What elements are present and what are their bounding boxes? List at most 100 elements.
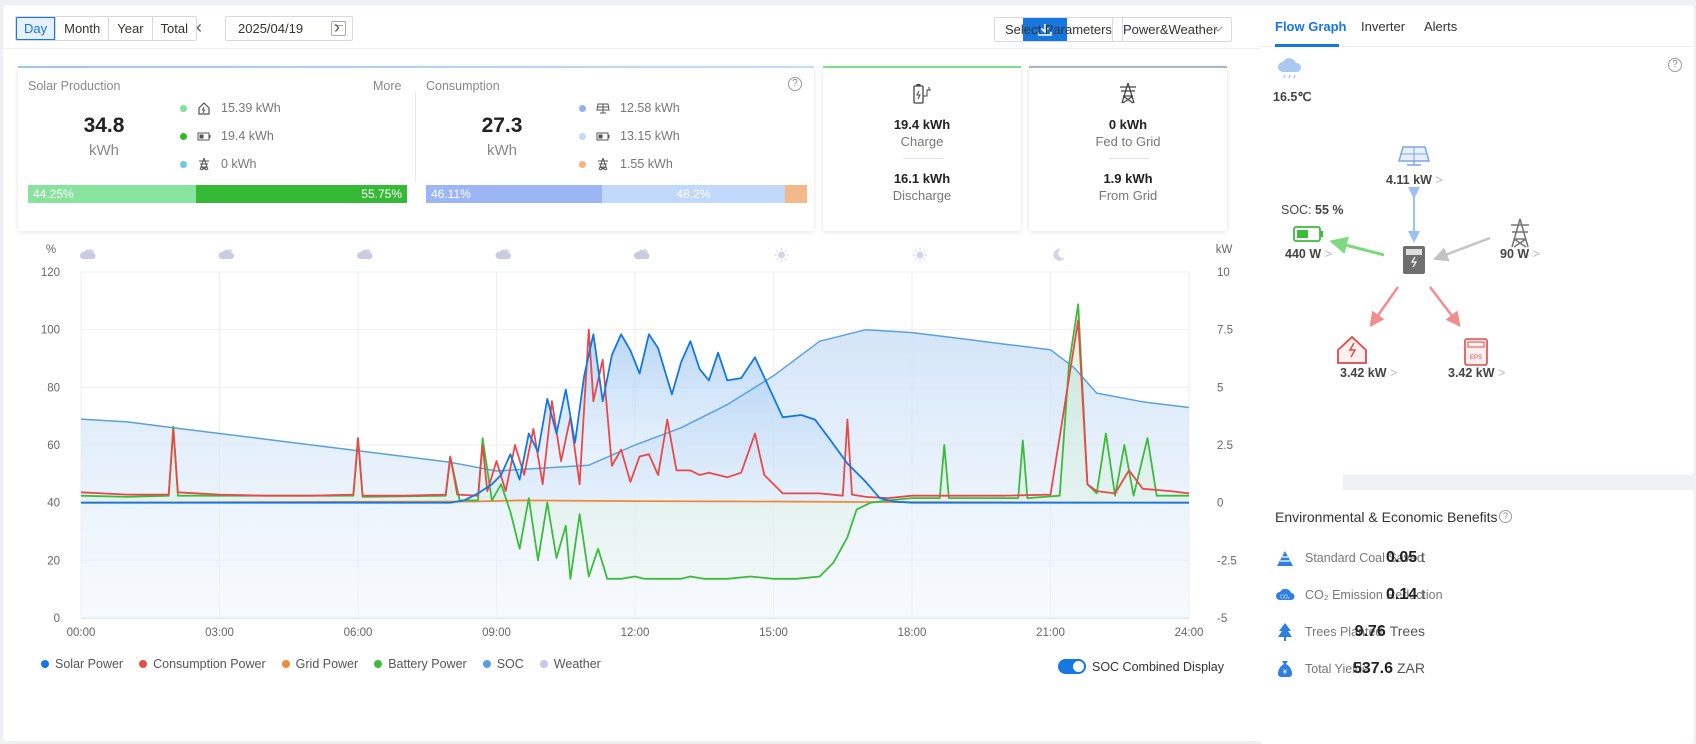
sun-ray: [784, 258, 787, 261]
y-left-tick-label: 20: [47, 555, 60, 567]
legend-solar-power[interactable]: Solar Power: [41, 657, 123, 671]
consumption-ratio-solar: 46.11%: [426, 185, 602, 203]
cloudy-night-cloud: [218, 249, 235, 259]
battery-icon: [197, 132, 211, 141]
toolbar: Day Month Year Total ‹ 2025/04/19 › Sele…: [3, 5, 1343, 49]
sun-icon: [778, 251, 785, 259]
from-grid-label: From Grid: [1098, 188, 1158, 203]
download-button[interactable]: [1023, 17, 1067, 42]
prev-date-icon[interactable]: ‹: [196, 17, 202, 37]
legend-label: Solar Power: [55, 657, 124, 671]
sun-ray: [776, 249, 779, 252]
next-date-icon[interactable]: ›: [334, 17, 340, 37]
date-picker[interactable]: 2025/04/19: [225, 16, 353, 41]
y-left-unit: %: [46, 244, 56, 256]
solar-row-grid-value: 0 kWh: [221, 157, 257, 171]
consumption-ratio-battery: 48.2%: [601, 185, 786, 203]
solar-panel-icon: [596, 103, 610, 114]
solar-panel-icon: [1398, 146, 1430, 166]
sun-icon: [916, 251, 924, 259]
x-tick-label: 09:00: [482, 627, 511, 639]
tab-alerts[interactable]: Alerts: [1424, 19, 1458, 34]
energy-summary-card: Solar Production More 34.8 kWh 15.39 kWh…: [18, 66, 814, 231]
power-chart: 120 100 80 60 40 20 0 10 7.5 5 2.5 0 -2.5 -5% kW 00:00 0…: [41, 244, 1237, 639]
grid-tower-icon: [1511, 218, 1529, 248]
sun-ray: [914, 258, 917, 261]
y-left-tick-label: 0: [54, 613, 60, 625]
view-select[interactable]: Power&Weather: [1112, 17, 1232, 42]
co2-cloud-icon: CO₂: [1276, 588, 1295, 601]
period-day-button[interactable]: Day: [16, 17, 56, 40]
select-parameters-button[interactable]: Select Parameters: [994, 17, 1123, 42]
tab-inverter[interactable]: Inverter: [1361, 19, 1406, 34]
home-power-value[interactable]: 3.42 kW >: [1340, 366, 1398, 380]
active-tab-indicator: [1275, 44, 1339, 47]
y-left-tick-label: 60: [47, 440, 60, 452]
sun-ray: [784, 249, 787, 252]
env-row-co2: CO₂ CO₂ Emission Reduction 0.14 t: [1275, 583, 1565, 607]
legend-soc[interactable]: SOC: [482, 657, 524, 671]
legend-label: Weather: [553, 657, 601, 671]
side-tabs: Flow Graph Inverter Alerts: [1260, 5, 1694, 47]
consumption-title: Consumption: [426, 79, 500, 93]
consumption-row-grid-value: 1.55 kWh: [620, 157, 673, 171]
chart-legend: Solar Power Consumption Power Grid Power…: [41, 657, 601, 671]
from-grid-value: 1.9 kWh: [1103, 171, 1153, 186]
card-accent: [18, 66, 814, 68]
battery-power-value[interactable]: 440 W >: [1285, 247, 1332, 261]
y-right-tick-label: 2.5: [1217, 440, 1233, 452]
tab-flow-graph[interactable]: Flow Graph: [1275, 19, 1347, 34]
more-link[interactable]: More: [373, 79, 402, 93]
grid-card: 0 kWh Fed to Grid 1.9 kWh From Grid: [1029, 66, 1227, 231]
soc-value: 55 %: [1315, 203, 1344, 217]
consumption-row-solar: 12.58 kWh: [579, 100, 680, 116]
eps-power-value[interactable]: 3.42 kW >: [1448, 366, 1506, 380]
help-icon[interactable]: ?: [1668, 58, 1682, 72]
chevron-down-icon: [1213, 26, 1223, 32]
period-month-button[interactable]: Month: [55, 17, 108, 40]
legend-grid-power[interactable]: Grid Power: [281, 657, 358, 671]
svg-text:¥: ¥: [1283, 669, 1287, 676]
date-value: 2025/04/19: [238, 21, 304, 36]
help-icon[interactable]: ?: [788, 77, 802, 91]
env-row-trees: Trees Planted 9.76 Trees: [1275, 620, 1565, 644]
sun-ray: [776, 258, 779, 261]
battery-card: 19.4 kWh Charge 16.1 kWh Discharge: [823, 66, 1021, 231]
y-right-tick-label: 7.5: [1217, 325, 1233, 337]
legend-weather[interactable]: Weather: [539, 657, 601, 671]
period-year-button[interactable]: Year: [108, 17, 151, 40]
soc-label: SOC: 55 %: [1281, 203, 1344, 217]
help-icon[interactable]: ?: [1499, 510, 1512, 523]
download-icon: [1038, 24, 1052, 36]
main-panel: Day Month Year Total ‹ 2025/04/19 › Sele…: [3, 5, 1343, 741]
discharge-value: 16.1 kWh: [893, 171, 951, 186]
battery-icon: [1293, 226, 1323, 242]
battery-charger-icon: [913, 84, 931, 104]
period-total-button[interactable]: Total: [151, 17, 196, 40]
card-accent: [823, 66, 1021, 68]
consumption-total: 27.3: [481, 114, 523, 137]
flow-graph-panel: Flow Graph Inverter Alerts ? 16.5℃: [1260, 5, 1694, 475]
solar-row-home: 15.39 kWh: [180, 100, 281, 116]
cloudy-night-cloud: [356, 249, 373, 259]
sun-ray: [923, 249, 926, 252]
eps-load-icon: EPS: [1464, 338, 1488, 366]
sun-ray: [914, 249, 917, 252]
svg-text:CO₂: CO₂: [1280, 595, 1290, 601]
solar-unit: kWh: [89, 142, 119, 159]
battery-icon: [596, 132, 610, 141]
soc-combined-toggle[interactable]: [1058, 659, 1086, 674]
grid-power-value[interactable]: 90 W >: [1500, 247, 1540, 261]
legend-consumption-power[interactable]: Consumption Power: [139, 657, 266, 671]
env-row-coal: Standard Coal Saved 0.05 t: [1275, 546, 1565, 570]
legend-label: Consumption Power: [153, 657, 266, 671]
legend-label: SOC: [496, 657, 524, 671]
svg-text:EPS: EPS: [1470, 355, 1482, 361]
solar-power-value: 4.11 kW >: [1386, 173, 1443, 187]
legend-battery-power[interactable]: Battery Power: [374, 657, 467, 671]
cloudy-night-cloud: [79, 249, 96, 259]
consumption-row-solar-value: 12.58 kWh: [620, 101, 680, 115]
x-tick-label: 00:00: [67, 627, 96, 639]
solar-ratio-self: 44.25%: [28, 185, 196, 203]
solar-row-grid: 0 kWh: [180, 156, 256, 172]
